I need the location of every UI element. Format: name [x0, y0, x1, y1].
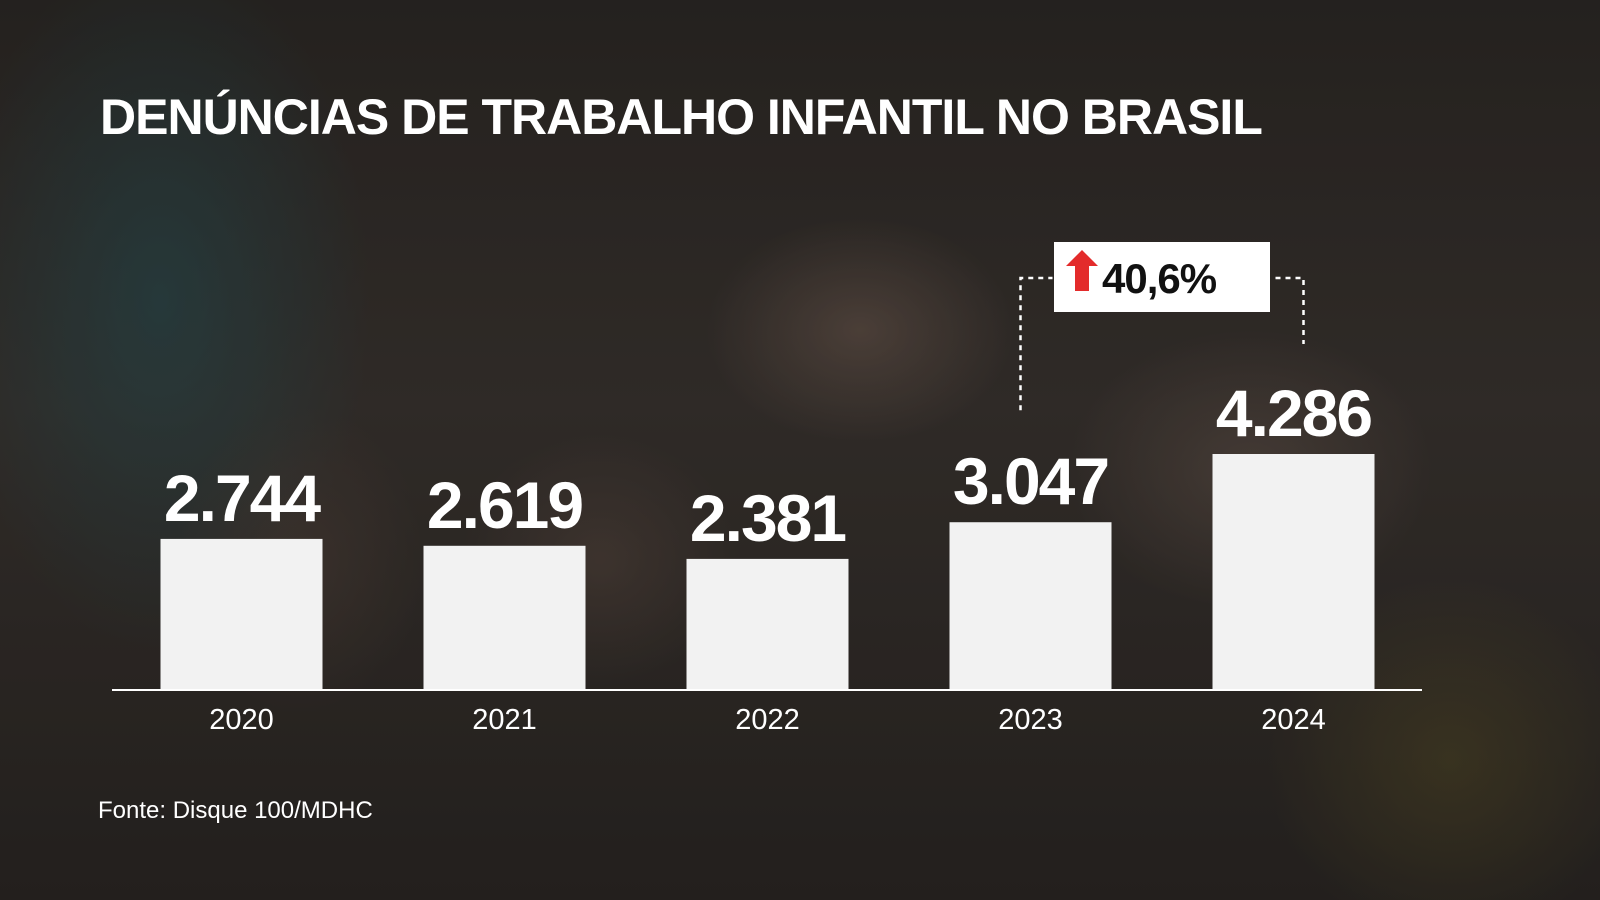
- bar-2020: [160, 538, 323, 690]
- category-label-2021: 2021: [472, 704, 537, 736]
- arrow-up-icon: [1066, 250, 1098, 291]
- annotation-bracket-right: [1275, 276, 1305, 344]
- value-label-2022: 2.381: [690, 481, 845, 555]
- bar-2021: [423, 545, 586, 690]
- category-label-2024: 2024: [1261, 704, 1326, 736]
- annotation-bracket-left: [1019, 276, 1053, 411]
- value-label-2023: 3.047: [953, 444, 1108, 518]
- value-label-2021: 2.619: [427, 468, 582, 542]
- source-note: Fonte: Disque 100/MDHC: [98, 797, 373, 824]
- bar-2023: [949, 522, 1112, 690]
- category-label-2020: 2020: [209, 704, 274, 736]
- annotation-percent: 40,6%: [1102, 255, 1217, 302]
- category-label-2022: 2022: [735, 704, 800, 736]
- category-label-2023: 2023: [998, 704, 1063, 736]
- chart-title: DENÚNCIAS DE TRABALHO INFANTIL NO BRASIL: [100, 89, 1263, 145]
- bar-2024: [1212, 454, 1375, 690]
- value-label-2020: 2.744: [164, 461, 321, 535]
- bar-2022: [686, 558, 849, 690]
- value-label-2024: 4.286: [1216, 376, 1371, 450]
- annotation-badge: [1054, 242, 1270, 312]
